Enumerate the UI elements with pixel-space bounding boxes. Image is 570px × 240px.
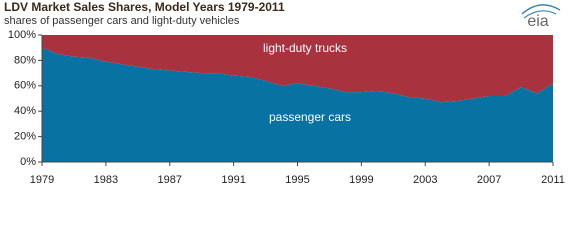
x-tick-label: 1979 [30, 174, 54, 186]
chart-subtitle: shares of passenger cars and light-duty … [4, 15, 240, 27]
y-tick-label: 60% [14, 80, 36, 92]
x-tick-label: 1987 [158, 174, 182, 186]
legend-label: light-duty trucks [263, 41, 347, 55]
x-tick-label: 1983 [94, 174, 118, 186]
y-tick-label: 80% [14, 54, 36, 66]
x-tick-label: 2011 [541, 174, 565, 186]
area [42, 47, 553, 163]
logo-arc [521, 4, 561, 15]
chart-title: LDV Market Sales Shares, Model Years 197… [4, 0, 285, 14]
logo-text: eia [527, 13, 548, 30]
x-tick-label: 2003 [413, 174, 437, 186]
x-tick-label: 1999 [349, 174, 373, 186]
y-tick-label: 0% [20, 156, 36, 168]
y-tick-label: 40% [14, 105, 36, 117]
x-tick-label: 1995 [285, 174, 309, 186]
logo: eia [521, 4, 561, 30]
chart: LDV Market Sales Shares, Model Years 197… [4, 0, 565, 186]
y-tick-label: 100% [8, 29, 36, 41]
y-tick-label: 20% [14, 131, 36, 143]
logo-arc [523, 10, 557, 19]
legend-label: passenger cars [269, 110, 351, 124]
x-tick-label: 2007 [477, 174, 501, 186]
area [42, 35, 553, 103]
x-tick-label: 1991 [221, 174, 245, 186]
